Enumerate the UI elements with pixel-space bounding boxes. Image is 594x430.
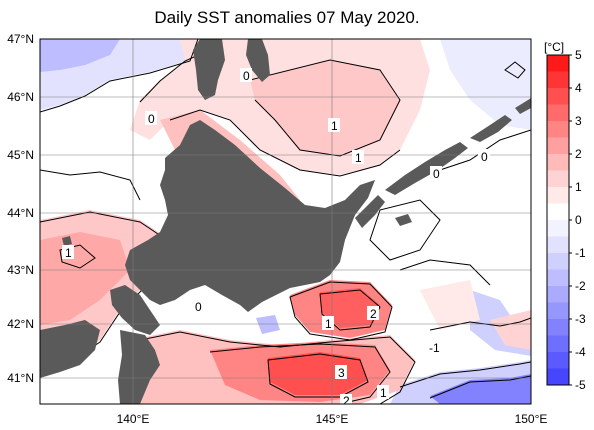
contour-label: 1 — [355, 151, 362, 165]
colorbar-tick-label: -3 — [575, 312, 586, 326]
colorbar-cell — [547, 104, 569, 122]
contour-value-labels: 0 0 1 1 0 0 1 0 1 -1 2 3 2 1 — [62, 68, 490, 408]
colorbar-cell — [547, 220, 569, 237]
lat-label: 44°N — [7, 206, 34, 220]
colorbar-cell — [547, 203, 569, 221]
colorbar: [°C] 5 4 3 2 1 0 -1 -2 -3 -4 -5 — [544, 40, 586, 392]
land-sakhalin — [193, 39, 225, 100]
land-shikotan — [395, 214, 412, 226]
colorbar-tick-label: -1 — [575, 246, 586, 260]
graticule — [40, 39, 531, 404]
lat-label: 42°N — [7, 317, 34, 331]
contour-label: 2 — [370, 307, 377, 321]
lat-label: 45°N — [7, 148, 34, 162]
lat-label: 46°N — [7, 90, 34, 104]
colorbar-cell — [547, 319, 569, 336]
lat-label: 43°N — [7, 263, 34, 277]
latitude-axis: 47°N 46°N 45°N 44°N 43°N 42°N 41°N — [7, 32, 34, 385]
warm-anomaly-east-patch — [420, 280, 480, 330]
colorbar-unit: [°C] — [544, 40, 564, 54]
warm-anomaly-sanriku-core — [268, 352, 368, 395]
colorbar-cell — [547, 55, 569, 72]
lat-label: 41°N — [7, 371, 34, 385]
warm-anomaly-se-patch — [490, 310, 531, 350]
lon-label: 140°E — [117, 412, 150, 426]
land-simushir — [515, 98, 531, 114]
land-honshu-tip — [118, 330, 160, 404]
colorbar-tick-label: -5 — [575, 378, 586, 392]
warm-anomaly-east-eddy-core — [320, 288, 380, 328]
colorbar-cell — [547, 71, 569, 89]
land-honshu-west — [40, 320, 100, 378]
colorbar-cell — [547, 253, 569, 270]
contour-label: 1 — [331, 119, 338, 133]
colorbar-cell — [547, 88, 569, 105]
warm-anomaly-north-core — [250, 60, 400, 155]
land-kunashiri — [355, 195, 385, 228]
colorbar-cell — [547, 302, 569, 320]
colorbar-tick-label: -4 — [575, 345, 586, 359]
contour-label: 0 — [243, 69, 250, 83]
land-hokkaido — [125, 120, 375, 312]
colorbar-cell — [547, 154, 569, 171]
colorbar-cell — [547, 335, 569, 353]
lat-label: 47°N — [7, 32, 34, 46]
longitude-axis: 140°E 145°E 150°E — [117, 412, 548, 426]
colorbar-tick-label: 0 — [575, 213, 582, 227]
land-masses — [40, 39, 531, 404]
cold-anomaly-se-core — [430, 374, 531, 404]
lon-label: 150°E — [515, 412, 548, 426]
colorbar-cell — [547, 368, 569, 386]
land-okushiri — [62, 236, 72, 246]
colorbar-cell — [547, 236, 569, 254]
map-frame — [39, 38, 532, 405]
colorbar-cell — [547, 352, 569, 369]
colorbar-cell — [547, 170, 569, 188]
contour-label: 1 — [65, 246, 72, 260]
colorbar-tick-label: 3 — [575, 114, 582, 128]
colorbar-tick-label: 2 — [575, 147, 582, 161]
contour-label: 0 — [481, 150, 488, 164]
contour-lines — [40, 39, 531, 404]
cold-anomaly-nw-core — [40, 39, 120, 72]
colorbar-tick-label: 4 — [575, 81, 582, 95]
colorbar-cell — [547, 269, 569, 287]
contour-label: -1 — [429, 341, 440, 355]
land-sakhalin-east — [246, 39, 270, 82]
contour-label: 0 — [195, 300, 202, 314]
lon-label: 145°E — [316, 412, 349, 426]
contour-label: 0 — [148, 112, 155, 126]
land-urup — [470, 115, 512, 142]
colorbar-tick-label: -2 — [575, 279, 586, 293]
map-plot-area: 0 0 1 1 0 0 1 0 1 -1 2 3 2 1 — [40, 39, 531, 408]
colorbar-cell — [547, 187, 569, 204]
map-title: Daily SST anomalies 07 May 2020. — [154, 8, 420, 27]
colorbar-tick-label: 5 — [575, 48, 582, 62]
contour-label: 2 — [343, 394, 350, 408]
land-oshima — [110, 285, 160, 335]
contour-label: 0 — [433, 167, 440, 181]
colorbar-cell — [547, 137, 569, 155]
contour-label: 1 — [380, 386, 387, 400]
colorbar-cell — [547, 286, 569, 303]
contour-label: 1 — [325, 317, 332, 331]
cold-anomaly-small — [256, 315, 280, 334]
contour-label: 3 — [338, 366, 345, 380]
cold-anomaly-ne — [440, 39, 531, 130]
colorbar-cell — [547, 121, 569, 138]
colorbar-tick-label: 1 — [575, 180, 582, 194]
